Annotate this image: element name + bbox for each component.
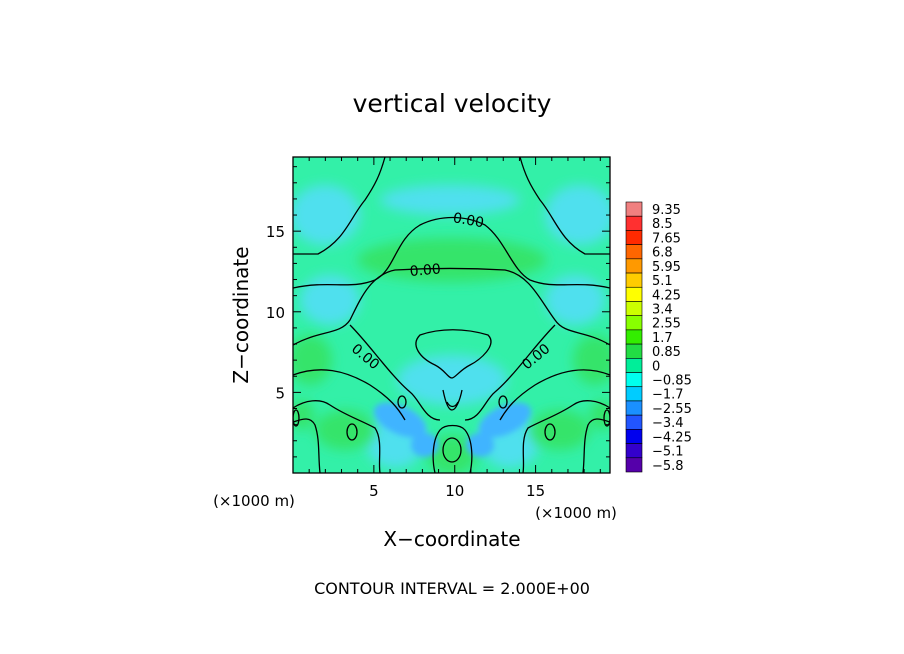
- contour-lower-left: [293, 400, 381, 473]
- colorbar-label: 0.85: [652, 345, 681, 360]
- contour-left-arm: [293, 324, 441, 421]
- colorbar-label: 5.1: [652, 274, 673, 289]
- colorbar-swatch: [625, 258, 643, 274]
- colorbar-label: 2.55: [652, 317, 681, 332]
- chart-title: vertical velocity: [353, 89, 552, 118]
- velocity-field: [293, 157, 610, 473]
- contour-cell-left-edge: [293, 409, 300, 427]
- colorbar-label: −5.1: [652, 445, 684, 460]
- colorbar-swatch: [625, 315, 643, 331]
- contour-cell-right: [498, 395, 508, 409]
- colorbar-swatch: [625, 443, 643, 459]
- contour-base-right: [582, 418, 610, 473]
- colorbar-label: 7.65: [652, 231, 681, 246]
- colorbar-label: 8.5: [652, 217, 673, 232]
- contour-arch-middle: [293, 267, 610, 346]
- colorbar-swatch: [625, 414, 643, 430]
- contour-cell-right-edge: [603, 409, 610, 427]
- contour-cell-left-low: [346, 423, 358, 441]
- colorbar-swatch: [625, 329, 643, 345]
- colorbar-swatch: [625, 230, 643, 245]
- colorbar-swatch: [625, 201, 643, 217]
- colorbar-label: −1.7: [652, 388, 684, 403]
- colorbar-swatch: [625, 343, 643, 359]
- x-tick-label: 10: [445, 482, 464, 500]
- contour-arch-top: [293, 216, 610, 289]
- colorbar-label: −3.4: [652, 416, 684, 431]
- contour-right-arm: [464, 324, 610, 421]
- contour-cell-right-low: [544, 423, 556, 441]
- colorbar-label: 0: [652, 359, 660, 374]
- updraft-regions: [293, 238, 610, 473]
- colorbar-swatch: [625, 286, 643, 302]
- colorbar-swatch: [625, 372, 643, 388]
- colorbar-swatch: [625, 358, 643, 373]
- y-tick-label: 10: [266, 304, 285, 322]
- colorbar-swatch: [625, 272, 643, 288]
- colorbar-swatch: [625, 215, 643, 231]
- plot-frame: [292, 156, 611, 474]
- contour-inner-lobe: [415, 329, 492, 379]
- colorbar: 9.358.57.656.85.955.14.253.42.551.70.850…: [625, 201, 692, 474]
- contour-center-cusp: [442, 389, 463, 411]
- colorbar-label: −5.8: [652, 459, 684, 474]
- contour-interval-label: CONTOUR INTERVAL = 2.000E+00: [314, 579, 590, 598]
- x-tick-label: 15: [526, 482, 545, 500]
- x-tick-label: 5: [369, 482, 379, 500]
- colorbar-swatch: [625, 301, 643, 316]
- contour-base-left: [293, 418, 321, 473]
- colorbar-label: 3.4: [652, 302, 673, 317]
- colorbar-label: 9.35: [652, 203, 681, 218]
- y-tick-label: 5: [275, 384, 285, 402]
- downdraft-regions: [373, 402, 532, 457]
- contour-lines: [293, 157, 610, 473]
- colorbar-swatch: [625, 429, 643, 444]
- colorbar-swatch: [625, 400, 643, 416]
- colorbar-label: −2.55: [652, 402, 692, 417]
- y-axis-label: Z−coordinate: [229, 246, 253, 383]
- colorbar-label: −0.85: [652, 374, 692, 389]
- y-tick-label: 15: [266, 223, 285, 241]
- colorbar-label: 6.8: [652, 246, 673, 261]
- contour-center-column: [432, 424, 473, 473]
- colorbar-label: 5.95: [652, 260, 681, 275]
- contour-upper-right: [519, 157, 610, 255]
- contour-cell-left: [397, 395, 407, 409]
- contour-label: 0.00: [409, 261, 441, 280]
- axis-tick-labels: 5 10 15 5 10 15: [266, 223, 545, 500]
- axis-ticks: [293, 157, 610, 473]
- contour-label: 0.00: [452, 210, 485, 231]
- colorbar-label: 4.25: [652, 288, 681, 303]
- contour-upper-left: [293, 157, 386, 255]
- x-axis-label: X−coordinate: [383, 527, 520, 551]
- colorbar-label: 1.7: [652, 331, 673, 346]
- colorbar-swatch: [625, 386, 643, 402]
- contour-lower-right: [522, 400, 610, 473]
- colorbar-label: −4.25: [652, 430, 692, 445]
- contour-center-cell: [442, 437, 462, 463]
- colorbar-swatch: [625, 457, 643, 473]
- x-unit-label-right: (×1000 m): [535, 504, 617, 522]
- colorbar-swatch: [625, 244, 643, 260]
- x-unit-label-left: (×1000 m): [213, 492, 295, 510]
